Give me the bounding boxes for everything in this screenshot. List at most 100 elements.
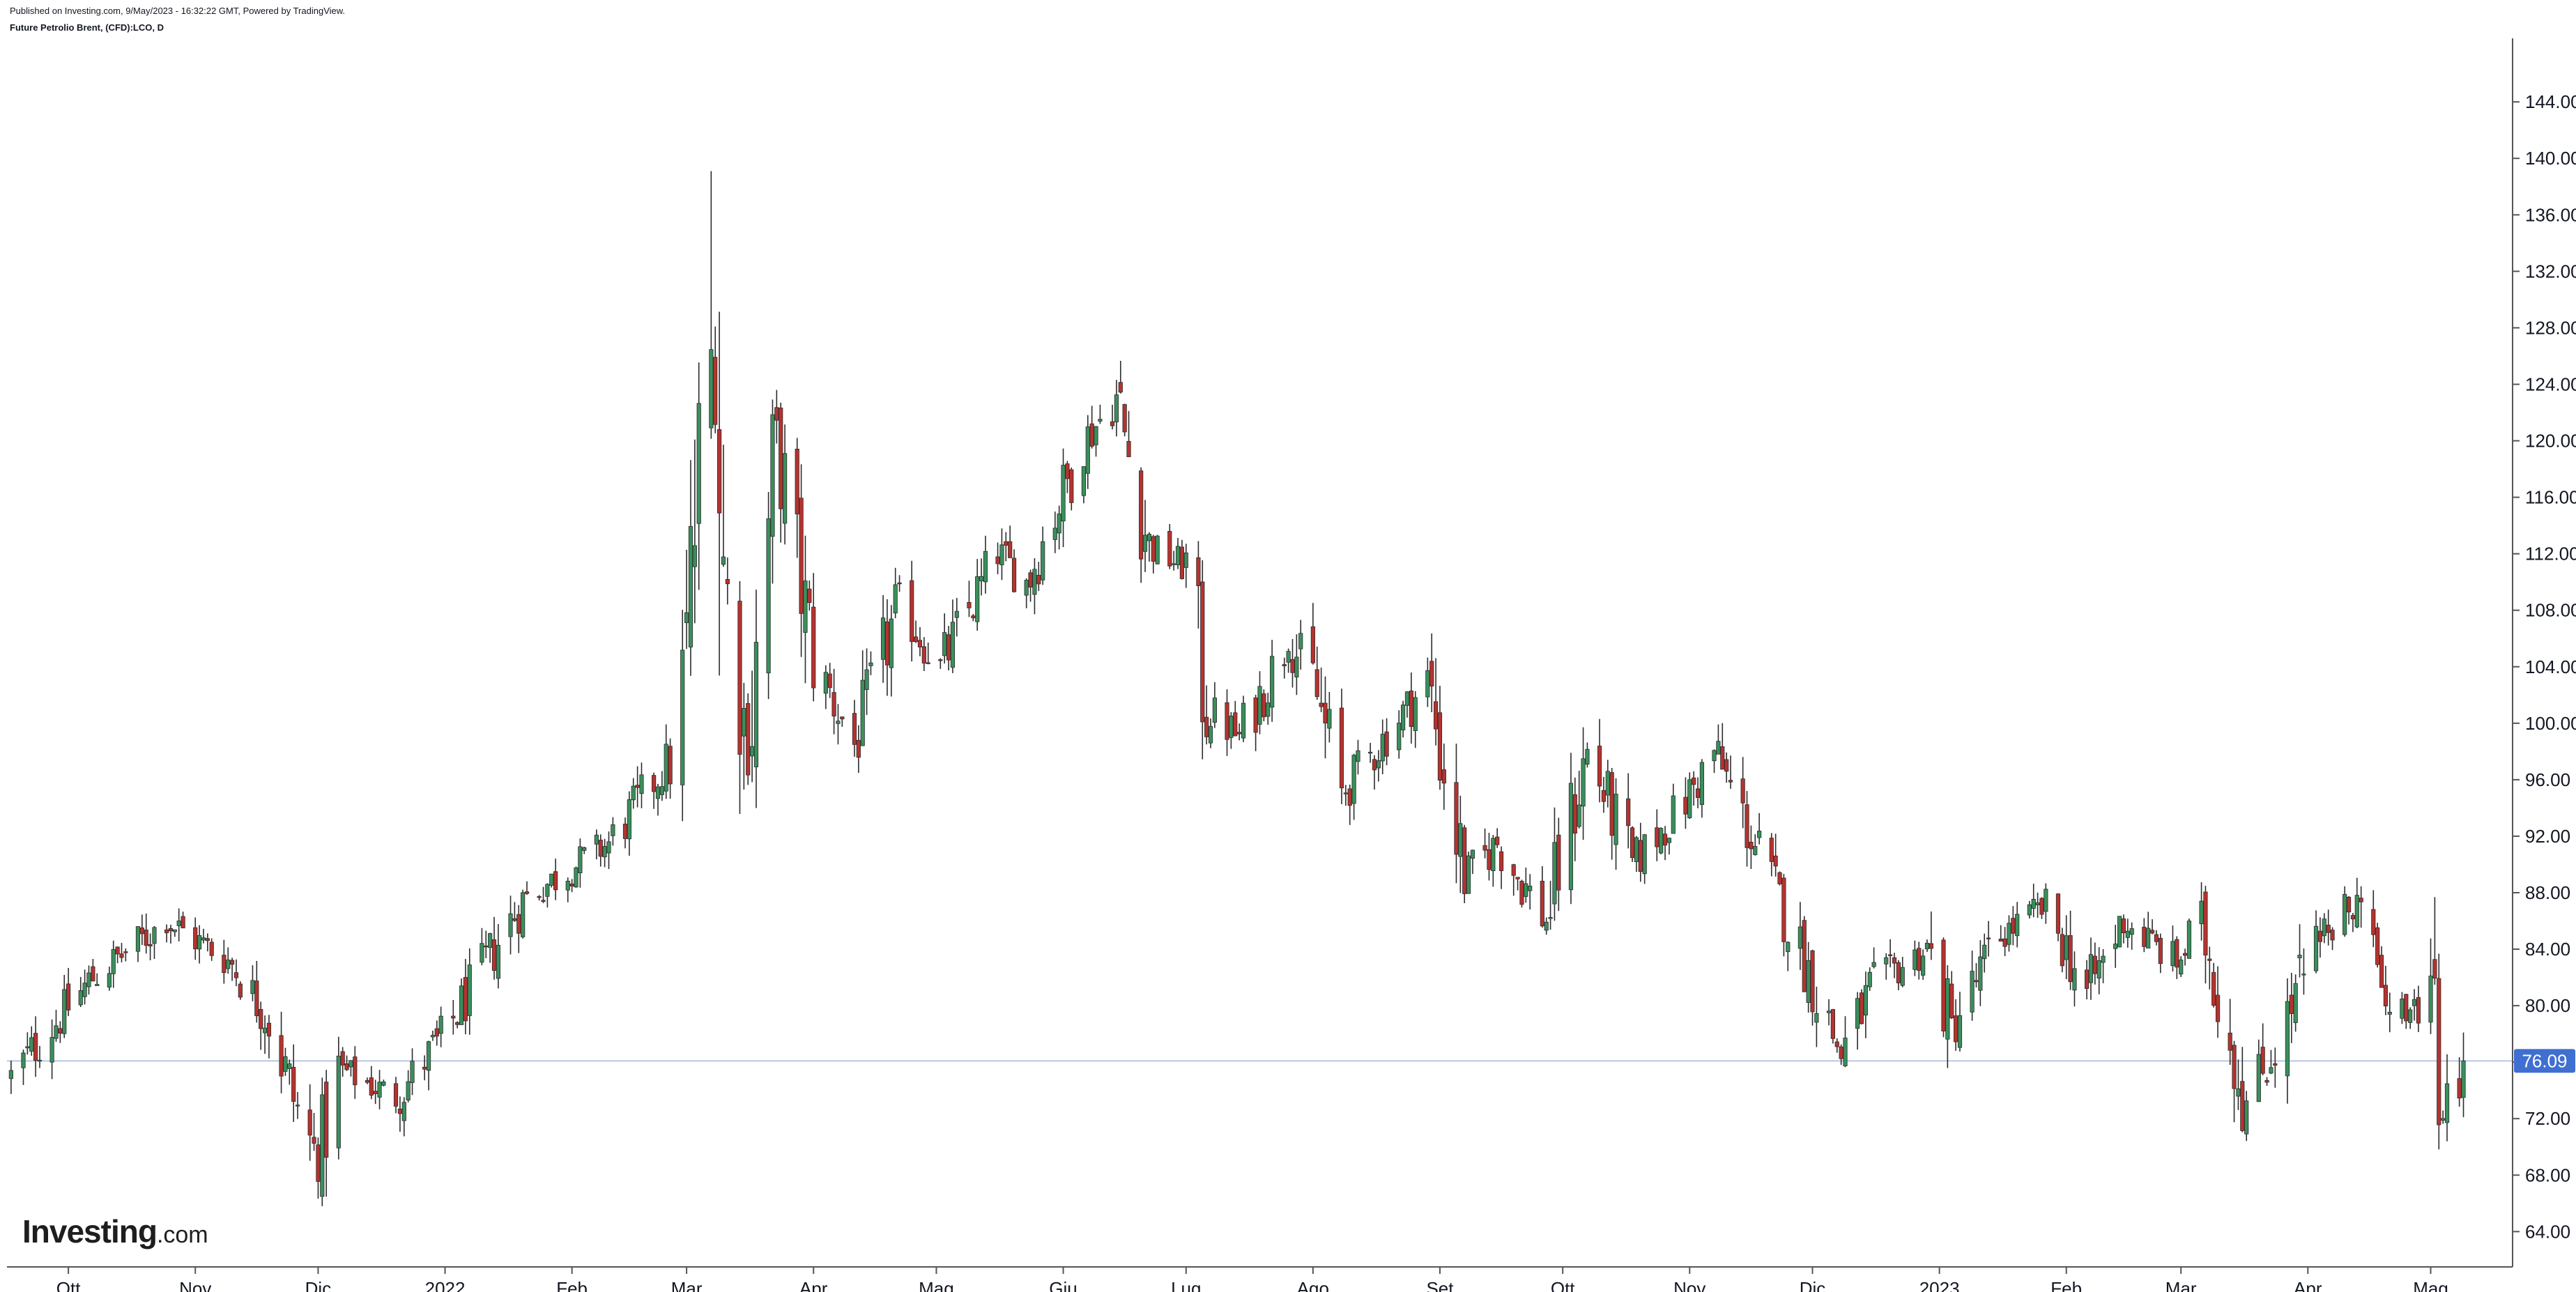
candle-up [803, 580, 808, 633]
candle-up [1241, 702, 1246, 739]
candle-up [1544, 921, 1549, 931]
candle-down [831, 692, 836, 717]
candle-up [1671, 795, 1676, 834]
candle-up [975, 576, 980, 622]
x-tick-label: Dic [305, 1278, 332, 1292]
candle-up [1716, 741, 1721, 755]
candle-up [594, 834, 599, 845]
candle-down [1454, 782, 1459, 855]
candle-up [1470, 849, 1475, 859]
candle-up [1052, 528, 1057, 540]
candle-up [1114, 394, 1119, 422]
candle-down [2416, 997, 2421, 1024]
candle-up [2170, 941, 2175, 967]
candle-down [58, 1028, 63, 1034]
candle-up [426, 1041, 431, 1071]
candle-down [1998, 939, 2003, 942]
candle-up [496, 944, 501, 979]
candle-down [1695, 788, 1701, 798]
x-tick-label: Mar [671, 1278, 703, 1292]
candle-up [1458, 823, 1463, 857]
candle-down [1314, 669, 1319, 698]
candle-down [1196, 557, 1201, 587]
candle-up [2035, 902, 2040, 906]
candle-up [880, 617, 886, 660]
candle-down [2289, 994, 2294, 1014]
candle-up [226, 960, 231, 969]
x-tick-label: Apr [799, 1278, 828, 1292]
candle-down [373, 1091, 378, 1094]
candle-up [1032, 569, 1037, 595]
candle-up [1175, 546, 1181, 566]
candle-down [1724, 759, 1729, 772]
candle-down [737, 601, 742, 755]
candle-down [123, 951, 128, 953]
candle-down [512, 918, 517, 921]
candle-up [2412, 999, 2417, 1006]
x-tick-label: Giu [1049, 1278, 1077, 1292]
candle-up [655, 786, 661, 799]
candle-down [1204, 716, 1209, 737]
candle-down [2175, 939, 2179, 968]
candle-up [631, 785, 636, 801]
candle-down [2068, 935, 2073, 983]
candle-down [1556, 834, 1561, 891]
candle-up [250, 980, 255, 994]
candle-up [1094, 426, 1098, 445]
candle-down [1941, 939, 1946, 1031]
candle-up [172, 929, 177, 932]
x-tick-label: Set [1426, 1278, 1454, 1292]
candle-up [1404, 691, 1410, 706]
candle-down [1892, 957, 1897, 964]
candle-down [1487, 849, 1492, 870]
candle-down [2273, 1063, 2278, 1066]
candle-up [860, 679, 865, 746]
candle-down [1179, 546, 1184, 579]
candle-down [1069, 469, 1074, 503]
y-axis-ticks: 144.00 140.00 136.00 132.00 128.00 124.00 120.… [2513, 91, 2576, 1242]
candle-up [2428, 976, 2433, 1023]
candle-up [1753, 846, 1758, 855]
candle-up [25, 1046, 30, 1049]
candle-up [1413, 697, 1418, 731]
candle-down [291, 1067, 296, 1102]
candle-down [2432, 959, 2437, 979]
candle-down [1290, 659, 1295, 673]
candle-up [2244, 1100, 2249, 1135]
candle-down [2060, 934, 2064, 967]
candle-up [942, 632, 947, 656]
x-tick-label: Nov [1673, 1278, 1705, 1292]
candle-up [2146, 928, 2151, 948]
last-price-marker: 76.09 [2514, 1049, 2575, 1073]
candle-down [1888, 954, 1893, 956]
y-tick-label: 140.00 [2525, 148, 2576, 169]
candle-up [983, 551, 988, 583]
candle-down [1839, 1046, 1843, 1059]
x-axis-ticks: Ott Nov Dic 2022 Feb Mar Apr Mag Giu Lug Ago Set Ott… [56, 1267, 2448, 1292]
candle-up [1712, 750, 1717, 762]
candle-up [684, 612, 689, 623]
candles-layer [8, 171, 2466, 1206]
x-tick-label: Feb [556, 1278, 588, 1292]
candle-up [1327, 709, 1332, 729]
candle-up [2301, 974, 2306, 976]
candle-up [1380, 734, 1385, 762]
candle-up [1826, 1010, 1832, 1013]
last-price-label: 76.09 [2522, 1050, 2567, 1071]
candle-up [1142, 535, 1148, 552]
candle-up [954, 610, 959, 618]
candle-down [1437, 712, 1443, 780]
candle-down [652, 775, 657, 792]
candle-down [484, 945, 489, 948]
candle-down [2330, 930, 2335, 941]
candle-down [2375, 927, 2380, 965]
candle-down [2260, 1047, 2265, 1074]
candle-up [1098, 419, 1103, 422]
candle-down [1777, 872, 1782, 884]
candle-up [664, 744, 668, 792]
candle-up [1699, 762, 1705, 806]
y-tick-label: 124.00 [2525, 374, 2576, 394]
candle-up [86, 972, 91, 987]
candle-up [2236, 1088, 2241, 1097]
